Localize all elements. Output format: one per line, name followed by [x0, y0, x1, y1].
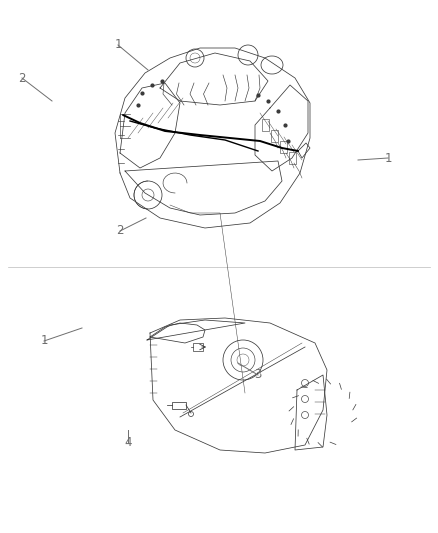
Bar: [262, 119, 269, 131]
Bar: [193, 343, 203, 351]
Text: 1: 1: [40, 335, 48, 348]
Text: 4: 4: [124, 437, 132, 449]
Bar: [289, 152, 296, 164]
Text: 1: 1: [114, 38, 122, 52]
Text: 1: 1: [384, 151, 392, 165]
Bar: [280, 141, 287, 153]
Text: 2: 2: [116, 224, 124, 238]
Text: 2: 2: [18, 71, 26, 85]
Bar: [172, 401, 186, 408]
Bar: [271, 130, 278, 142]
Text: 3: 3: [254, 368, 261, 382]
